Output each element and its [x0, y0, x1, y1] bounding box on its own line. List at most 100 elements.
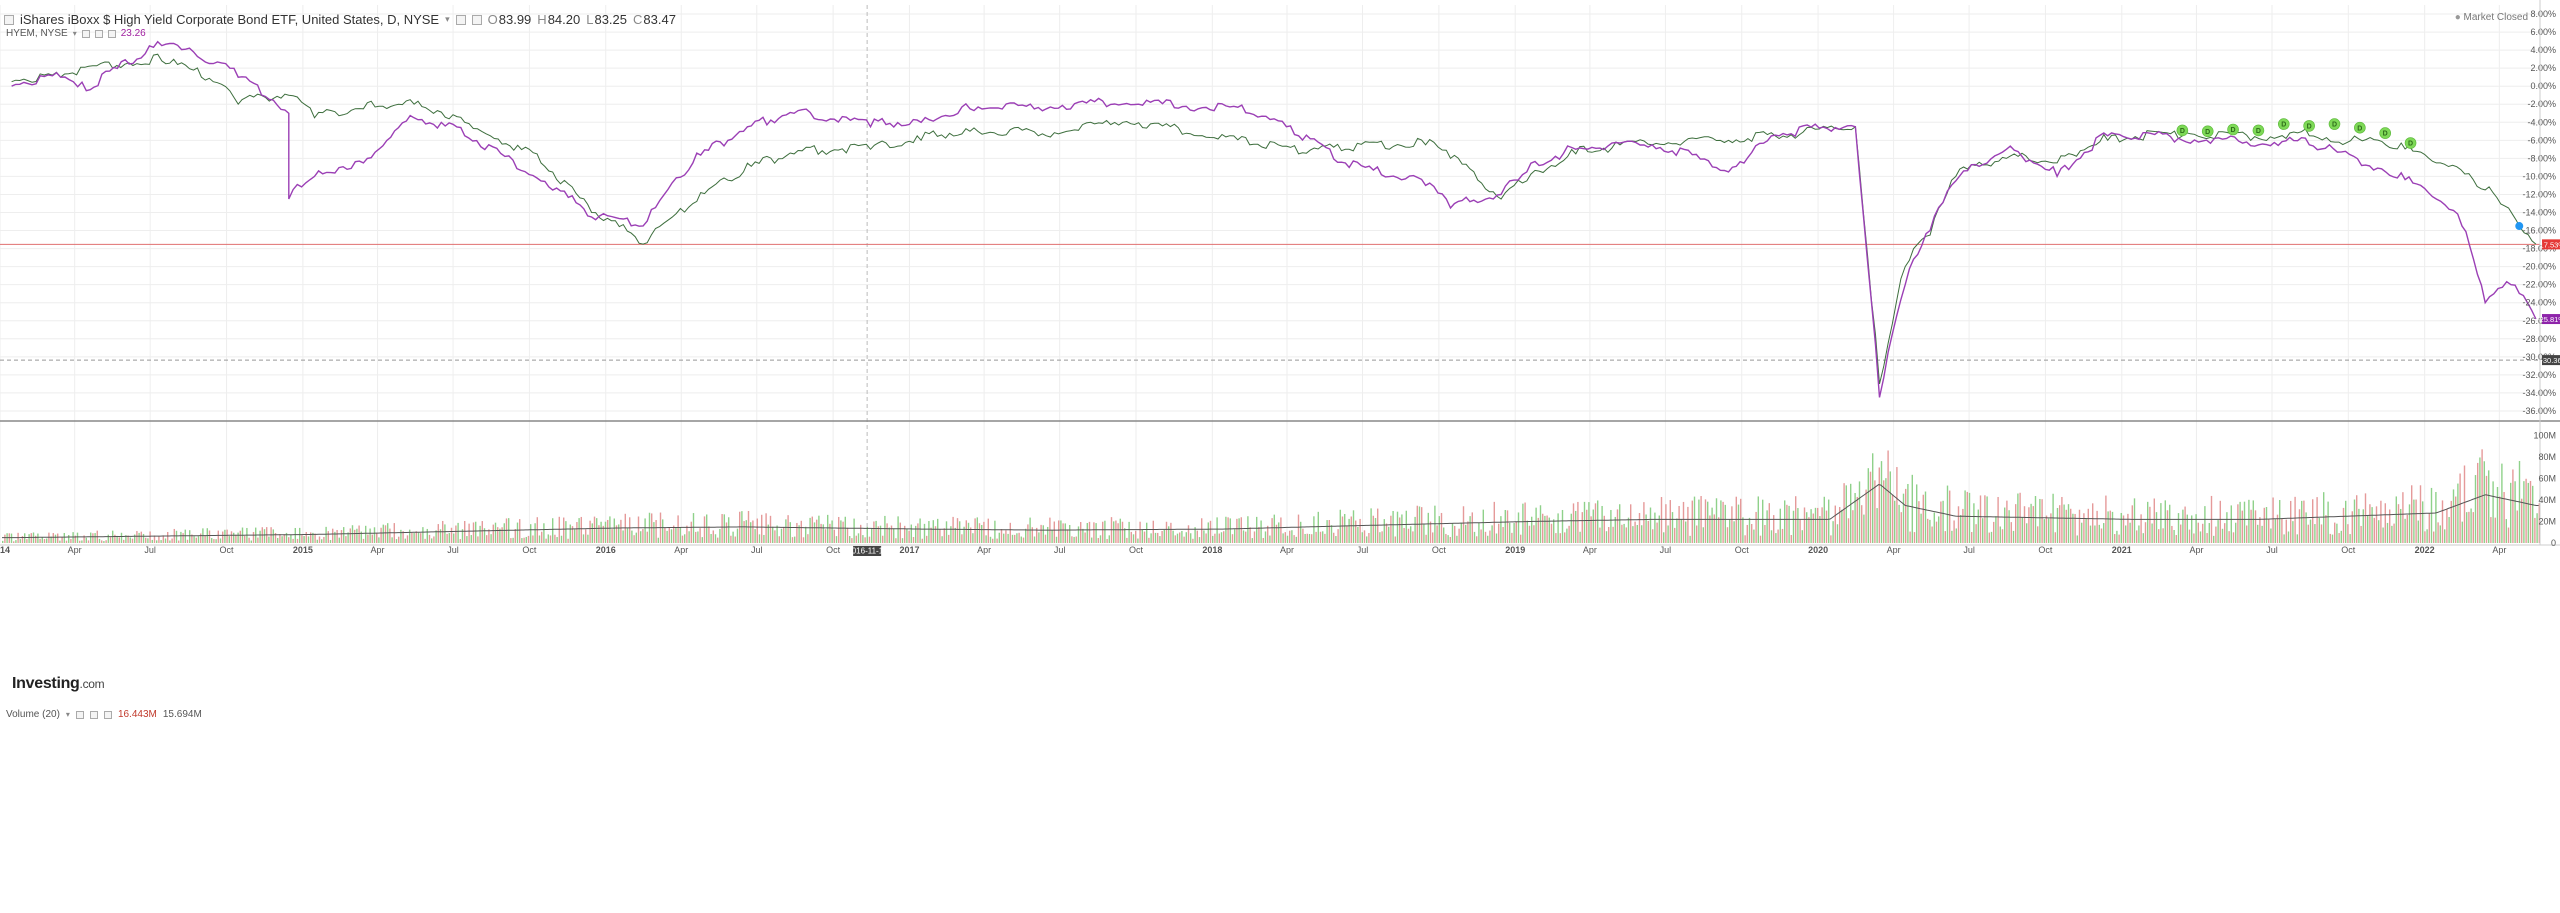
volume-bar [1396, 511, 1399, 543]
collapse-icon[interactable] [4, 14, 14, 25]
x-tick-label: Apr [1280, 545, 1294, 555]
volume-bar [2067, 504, 2070, 543]
volume-bar [338, 537, 340, 543]
volume-bar [26, 539, 28, 543]
dividend-marker-label: D [2180, 128, 2185, 135]
settings-icon[interactable] [81, 29, 90, 38]
volume-bar [811, 516, 813, 543]
volume-bar [13, 541, 15, 543]
volume-bar [714, 534, 717, 543]
volume-bar [2373, 517, 2375, 543]
volume-bar [1731, 506, 1733, 543]
volume-bar [2347, 524, 2349, 543]
volume-bar [1220, 532, 1223, 543]
volume-bar [1205, 533, 1207, 543]
volume-bar [224, 529, 226, 543]
volume-bar [1786, 504, 1788, 543]
volume-bar [1559, 533, 1561, 543]
volume-bar [970, 527, 972, 543]
volume-bar [1625, 527, 1627, 543]
y-tick-label: 8.00% [2530, 9, 2556, 19]
volume-bar [1799, 519, 1801, 543]
x-tick-label: Jul [2266, 545, 2278, 555]
volume-bar [1414, 516, 1416, 543]
settings-icon[interactable] [455, 14, 466, 25]
volume-bar [615, 525, 618, 543]
volume-bar [1797, 508, 1799, 543]
volume-bar [1289, 530, 1291, 543]
volume-bar [1429, 521, 1432, 543]
hide-icon[interactable] [89, 710, 98, 719]
volume-bar [2331, 534, 2334, 543]
volume-bar [316, 539, 318, 543]
volume-bar [2340, 530, 2342, 543]
volume-bar [175, 530, 178, 543]
volume-bar [191, 534, 193, 543]
volume-bar [2501, 463, 2503, 543]
volume-bar [336, 529, 338, 543]
volume-bar [932, 520, 934, 543]
volume-bar [783, 526, 785, 543]
volume-bar [129, 537, 131, 543]
dividend-markers[interactable]: D D D D D D D D D D [2176, 118, 2417, 149]
volume-bar [424, 538, 426, 543]
volume-bar [596, 518, 598, 543]
volume-bar [1531, 516, 1533, 543]
volume-bar [1630, 504, 1632, 543]
volume-bar [2195, 514, 2197, 543]
volume-bar [1315, 531, 1317, 543]
chevron-down-icon[interactable]: ▾ [65, 710, 70, 719]
volume-bar [857, 533, 860, 543]
volume-bar [2268, 519, 2270, 543]
volume-bar [329, 540, 332, 543]
volume-bar [1933, 512, 1935, 543]
chevron-down-icon[interactable]: ▾ [72, 29, 77, 38]
volume-bar [1777, 529, 1779, 543]
remove-icon[interactable] [107, 29, 116, 38]
volume-bar [1533, 525, 1535, 543]
volume-bar [549, 535, 552, 543]
volume-bar [926, 535, 928, 543]
volume-bar [710, 533, 712, 543]
volume-bar [453, 533, 455, 543]
volume-bar [525, 536, 527, 543]
compare-label[interactable]: HYEM, NYSE [6, 28, 68, 39]
volume-bar [574, 529, 576, 543]
volume-bar [2221, 528, 2224, 543]
y-tick-label: -4.00% [2527, 117, 2556, 127]
volume-bar [2415, 499, 2417, 543]
volume-bar [523, 537, 525, 543]
volume-tick-label: 60M [2538, 474, 2556, 484]
volume-bar [761, 514, 763, 543]
instrument-title[interactable]: iShares iBoxx $ High Yield Corporate Bon… [20, 12, 440, 27]
volume-bar [895, 538, 897, 543]
volume-bar [558, 516, 560, 543]
volume-bar [468, 523, 470, 543]
x-tick-label: Jul [1357, 545, 1369, 555]
volume-tick-label: 0 [2551, 538, 2556, 548]
volume-bar [428, 534, 431, 543]
volume-bar [182, 533, 184, 543]
volume-bar [582, 534, 585, 543]
volume-bar [1953, 520, 1955, 543]
settings-icon[interactable] [75, 710, 84, 719]
hide-icon[interactable] [94, 29, 103, 38]
volume-bar [862, 535, 864, 543]
volume-bar [888, 527, 890, 543]
volume-bar [1159, 536, 1161, 543]
volume-bar [334, 531, 336, 543]
hide-icon[interactable] [471, 14, 482, 25]
remove-icon[interactable] [103, 710, 112, 719]
y-tick-label: -24.00% [2522, 298, 2556, 308]
volume-bar [1495, 533, 1498, 543]
volume-label[interactable]: Volume (20) [6, 709, 60, 720]
y-tick-label: -6.00% [2527, 135, 2556, 145]
volume-bar [651, 513, 653, 543]
volume-bar [490, 534, 492, 543]
volume-bar [2417, 520, 2419, 543]
chevron-down-icon[interactable]: ▾ [445, 14, 450, 24]
volume-bar [1590, 516, 1592, 543]
volume-bar [2534, 517, 2536, 543]
volume-bar [635, 532, 637, 543]
